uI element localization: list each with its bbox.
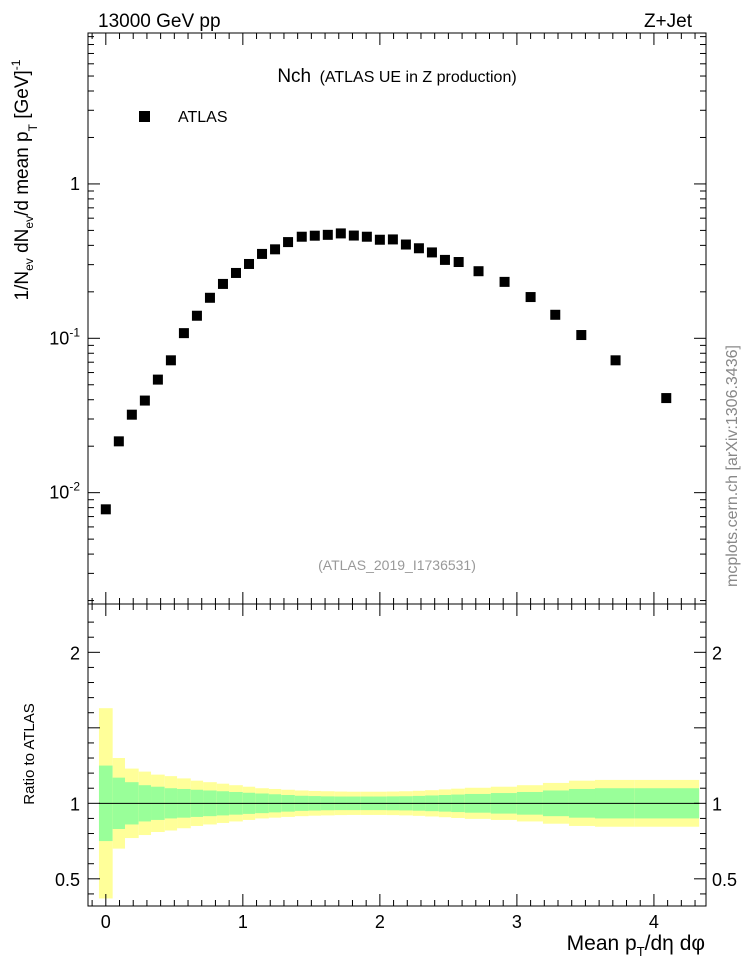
ratio-frame [87,603,707,907]
data-point [413,243,424,254]
data-point [230,267,241,278]
data-point [525,292,536,303]
y-tick-label: 10-2 [49,480,80,503]
data-point [576,330,587,341]
data-point [296,231,307,242]
y-tick-label: 10-1 [49,325,80,348]
y-tick-label: 1 [70,174,80,194]
data-point [453,257,464,268]
data-point [361,231,372,242]
data-point [217,278,228,289]
ratio-y-tick-label-right: 1 [712,794,722,814]
legend-label: ATLAS [178,109,228,126]
data-point [400,239,411,250]
data-point [204,292,215,303]
axes-layer: 0 1 2 3 4 10-2 10-1 1 0.5 0.5 1 1 2 2 [49,32,737,932]
ratio-y-tick-label: 2 [70,643,80,663]
analysis-tag: (ATLAS_2019_I1736531) [318,557,476,573]
data-point [374,234,385,245]
data-point [499,276,510,287]
data-point [661,393,672,404]
data-point [100,504,111,515]
data-point [550,309,561,320]
ratio-y-tick-label-right: 2 [712,643,722,663]
ratio-y-tick-label-right: 0.5 [712,870,737,890]
data-point [244,258,255,269]
data-point [387,234,398,245]
data-point [139,395,150,406]
x-tick-label: 2 [375,912,385,932]
x-tick-label: 0 [101,912,111,932]
main-ylabel: 1/Nev dNev/d mean pT [GeV]-1 [9,59,40,300]
x-tick-label: 1 [238,912,248,932]
data-point [473,266,484,277]
data-point [309,230,320,241]
plot-title-sub: (ATLAS UE in Z production) [320,69,517,86]
data-point [178,328,189,339]
data-point [283,237,294,248]
data-point [348,230,359,241]
ratio-plot-layer [98,708,700,899]
plot-title: Nch (ATLAS UE in Z production) [277,66,516,87]
data-point [191,310,202,321]
data-point [335,228,346,239]
legend-marker [139,111,150,122]
data-point [113,436,124,447]
ratio-y-tick-label: 1 [70,794,80,814]
data-point [610,355,621,366]
data-point [426,247,437,258]
x-tick-label: 4 [649,912,659,932]
data-point [257,248,268,259]
data-point [439,254,450,265]
main-plot-layer [100,228,672,515]
ratio-ylabel: Ratio to ATLAS [21,703,38,804]
data-point [270,244,281,255]
plot-title-main: Nch [277,66,311,87]
xlabel: Mean pT/dη dφ [567,932,705,959]
data-point [152,374,163,385]
data-point [126,409,137,420]
header-right: Z+Jet [644,11,693,32]
watermark: mcplots.cern.ch [arXiv:1306.3436] [724,345,741,587]
data-point [322,229,333,240]
header-left: 13000 GeV pp [98,11,221,32]
data-point [165,355,176,366]
x-tick-label: 3 [512,912,522,932]
ratio-y-tick-label: 0.5 [55,870,80,890]
